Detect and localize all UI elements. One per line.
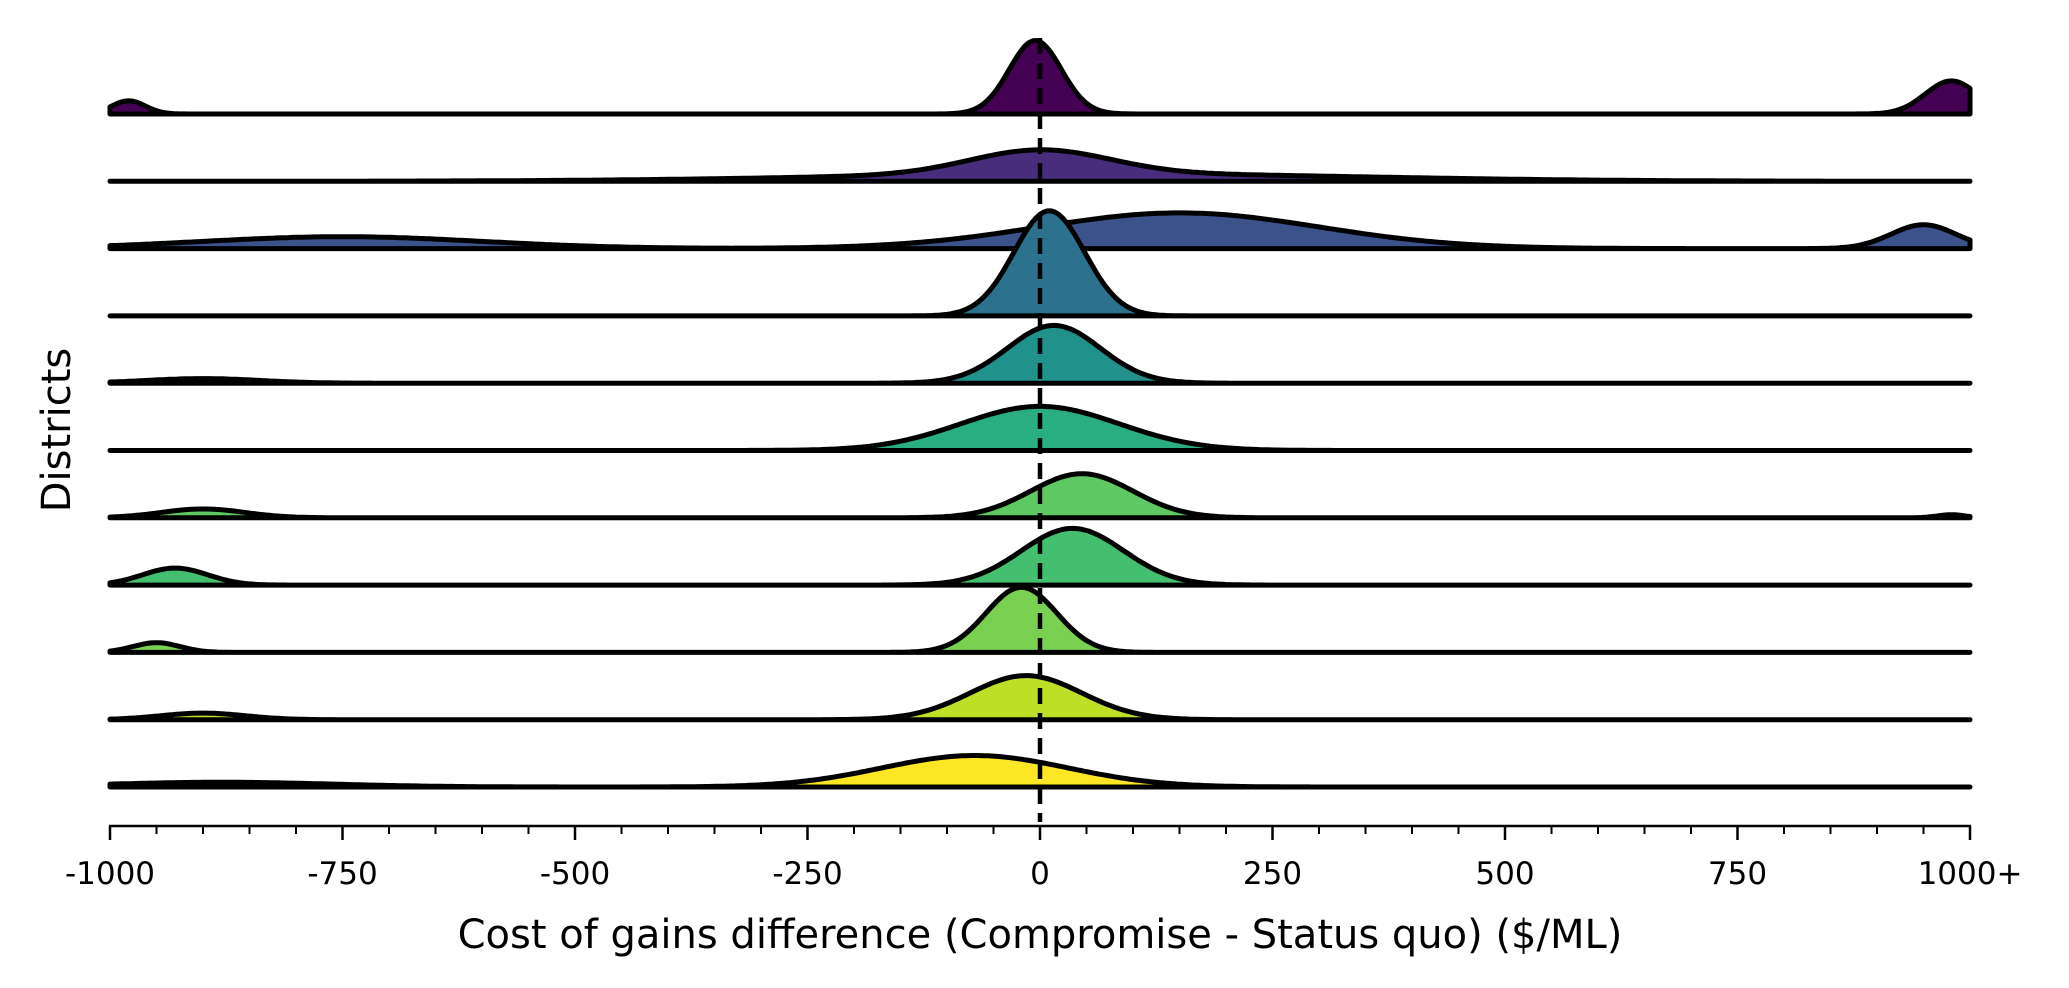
x-axis-label: Cost of gains difference (Compromise - S… (458, 912, 1623, 958)
x-tick-label: 750 (1708, 856, 1767, 892)
x-tick-label: -750 (307, 856, 377, 892)
y-axis-label: Districts (34, 348, 80, 513)
x-tick-label: 1000+ (1918, 856, 2023, 892)
x-axis-ticks (108, 826, 1972, 840)
x-tick-label: -250 (772, 856, 842, 892)
x-tick-label: 500 (1475, 856, 1534, 892)
x-tick-label: -500 (540, 856, 610, 892)
x-tick-label: 0 (1030, 856, 1050, 892)
x-axis-tick-labels: -1000 -750 -500 -250 0 250 500 750 1000+ (65, 856, 2022, 892)
x-tick-label: 250 (1243, 856, 1302, 892)
x-tick-label: -1000 (65, 856, 155, 892)
